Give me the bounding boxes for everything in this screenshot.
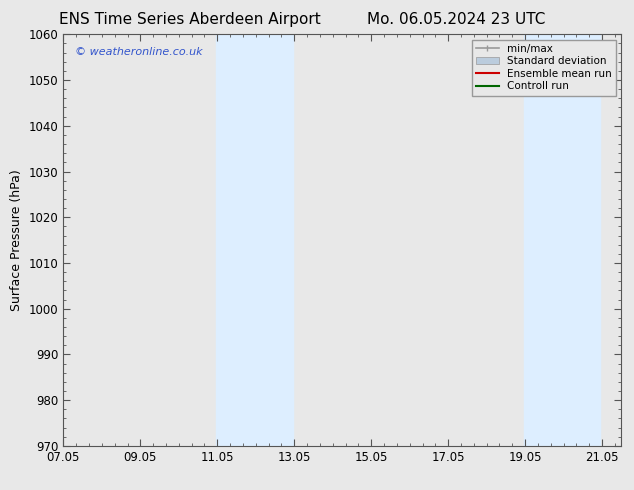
Bar <box>524 34 600 446</box>
Legend: min/max, Standard deviation, Ensemble mean run, Controll run: min/max, Standard deviation, Ensemble me… <box>472 40 616 96</box>
Bar <box>216 34 293 446</box>
Text: Mo. 06.05.2024 23 UTC: Mo. 06.05.2024 23 UTC <box>367 12 546 27</box>
Text: ENS Time Series Aberdeen Airport: ENS Time Series Aberdeen Airport <box>60 12 321 27</box>
Text: © weatheronline.co.uk: © weatheronline.co.uk <box>75 47 202 57</box>
Y-axis label: Surface Pressure (hPa): Surface Pressure (hPa) <box>10 169 23 311</box>
